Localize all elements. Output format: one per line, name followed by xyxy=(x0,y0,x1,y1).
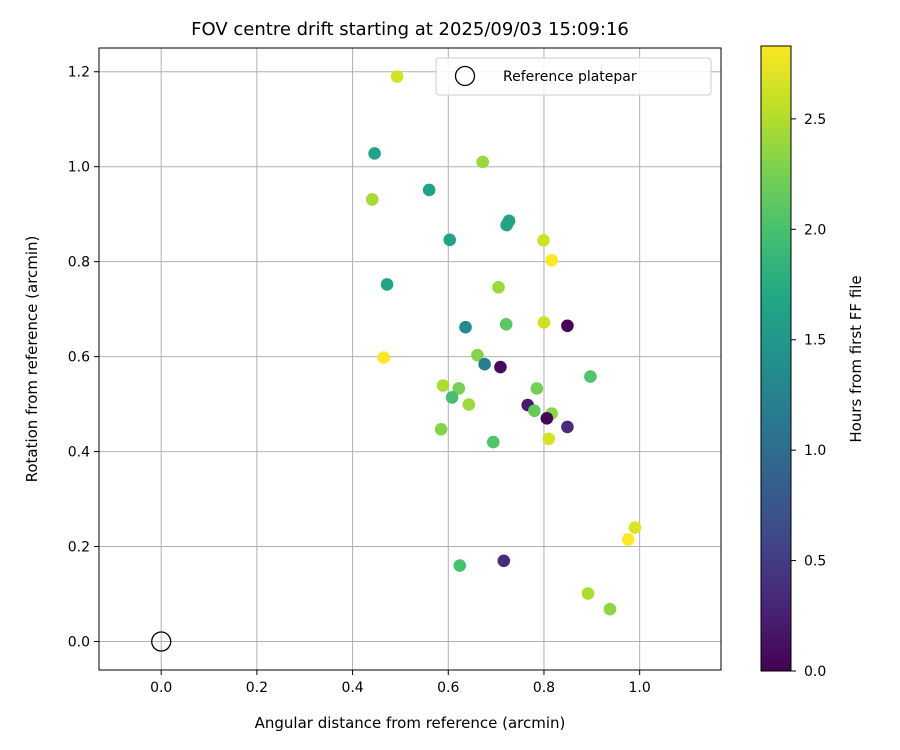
x-axis-ticks: 0.0 0.2 0.4 0.6 0.8 1.0 xyxy=(150,670,651,696)
y-axis-ticks: 0.0 0.2 0.4 0.6 0.8 1.0 1.2 xyxy=(68,65,99,651)
data-point xyxy=(459,320,472,334)
chart-title: FOV centre drift starting at 2025/09/03 … xyxy=(191,19,629,40)
data-point xyxy=(368,147,381,160)
grid xyxy=(99,48,721,670)
data-points xyxy=(151,70,642,652)
x-tick-label: 0.6 xyxy=(437,680,459,696)
x-tick-label: 0.0 xyxy=(150,680,172,696)
data-point xyxy=(478,357,491,371)
data-point xyxy=(445,391,459,404)
data-point xyxy=(628,521,642,534)
y-tick-label: 0.4 xyxy=(68,445,90,461)
data-point xyxy=(365,193,379,206)
data-point xyxy=(621,533,635,546)
legend-label: Reference platepar xyxy=(503,69,637,85)
data-point xyxy=(380,278,394,291)
data-point xyxy=(542,432,556,446)
data-point xyxy=(528,404,541,418)
colorbar-tick-label: 2.0 xyxy=(804,222,826,238)
data-point xyxy=(561,420,574,434)
y-tick-label: 0.8 xyxy=(68,255,90,271)
y-tick-label: 1.2 xyxy=(68,65,90,81)
colorbar-tick-label: 1.5 xyxy=(804,333,826,349)
colorbar-title: Hours from first FF file xyxy=(847,275,865,442)
x-tick-label: 0.8 xyxy=(533,680,555,696)
data-point xyxy=(603,602,617,616)
data-point xyxy=(390,70,404,83)
data-point xyxy=(462,398,476,411)
y-axis-title: Rotation from reference (arcmin) xyxy=(23,236,41,483)
data-point xyxy=(581,587,595,600)
x-tick-label: 0.2 xyxy=(246,680,268,696)
colorbar-gradient xyxy=(760,45,792,672)
data-point xyxy=(497,554,511,568)
data-point xyxy=(561,319,574,333)
y-tick-label: 0.6 xyxy=(68,350,90,366)
reference-platepar-marker xyxy=(151,631,172,652)
data-point xyxy=(452,382,466,395)
data-point xyxy=(545,253,558,267)
data-point xyxy=(499,318,513,331)
data-point xyxy=(476,155,490,169)
legend-marker xyxy=(454,65,476,87)
legend-box xyxy=(435,57,712,96)
colorbar-tick-label: 2.5 xyxy=(804,112,826,128)
data-point xyxy=(540,412,554,425)
data-point xyxy=(422,183,436,197)
data-point xyxy=(494,360,507,374)
y-tick-label: 1.0 xyxy=(68,160,90,176)
data-point xyxy=(377,351,390,364)
data-point xyxy=(434,422,448,436)
y-tick-label: 0.0 xyxy=(68,635,90,651)
x-axis-title: Angular distance from reference (arcmin) xyxy=(255,714,566,732)
data-point xyxy=(530,382,544,395)
colorbar-tick-label: 0.0 xyxy=(804,664,826,680)
data-point xyxy=(492,281,505,294)
colorbar-tick-label: 1.0 xyxy=(804,443,826,459)
x-tick-label: 1.0 xyxy=(629,680,651,696)
plot-frame xyxy=(98,47,722,671)
data-point xyxy=(486,435,500,449)
y-tick-label: 0.2 xyxy=(68,540,90,556)
colorbar: 0.0 0.5 1.0 1.5 2.0 2.5 Hours from first FF f… xyxy=(760,45,865,680)
data-point xyxy=(471,348,484,362)
data-point xyxy=(443,233,457,247)
x-tick-label: 0.4 xyxy=(341,680,363,696)
data-point xyxy=(537,316,551,329)
data-point xyxy=(500,218,513,232)
colorbar-tick-label: 0.5 xyxy=(804,554,826,570)
data-point xyxy=(584,370,597,383)
data-point xyxy=(436,379,450,392)
legend: Reference platepar xyxy=(435,57,712,96)
data-point xyxy=(537,233,550,247)
colorbar-ticks: 0.0 0.5 1.0 1.5 2.0 2.5 xyxy=(791,112,826,680)
data-point xyxy=(453,559,467,572)
